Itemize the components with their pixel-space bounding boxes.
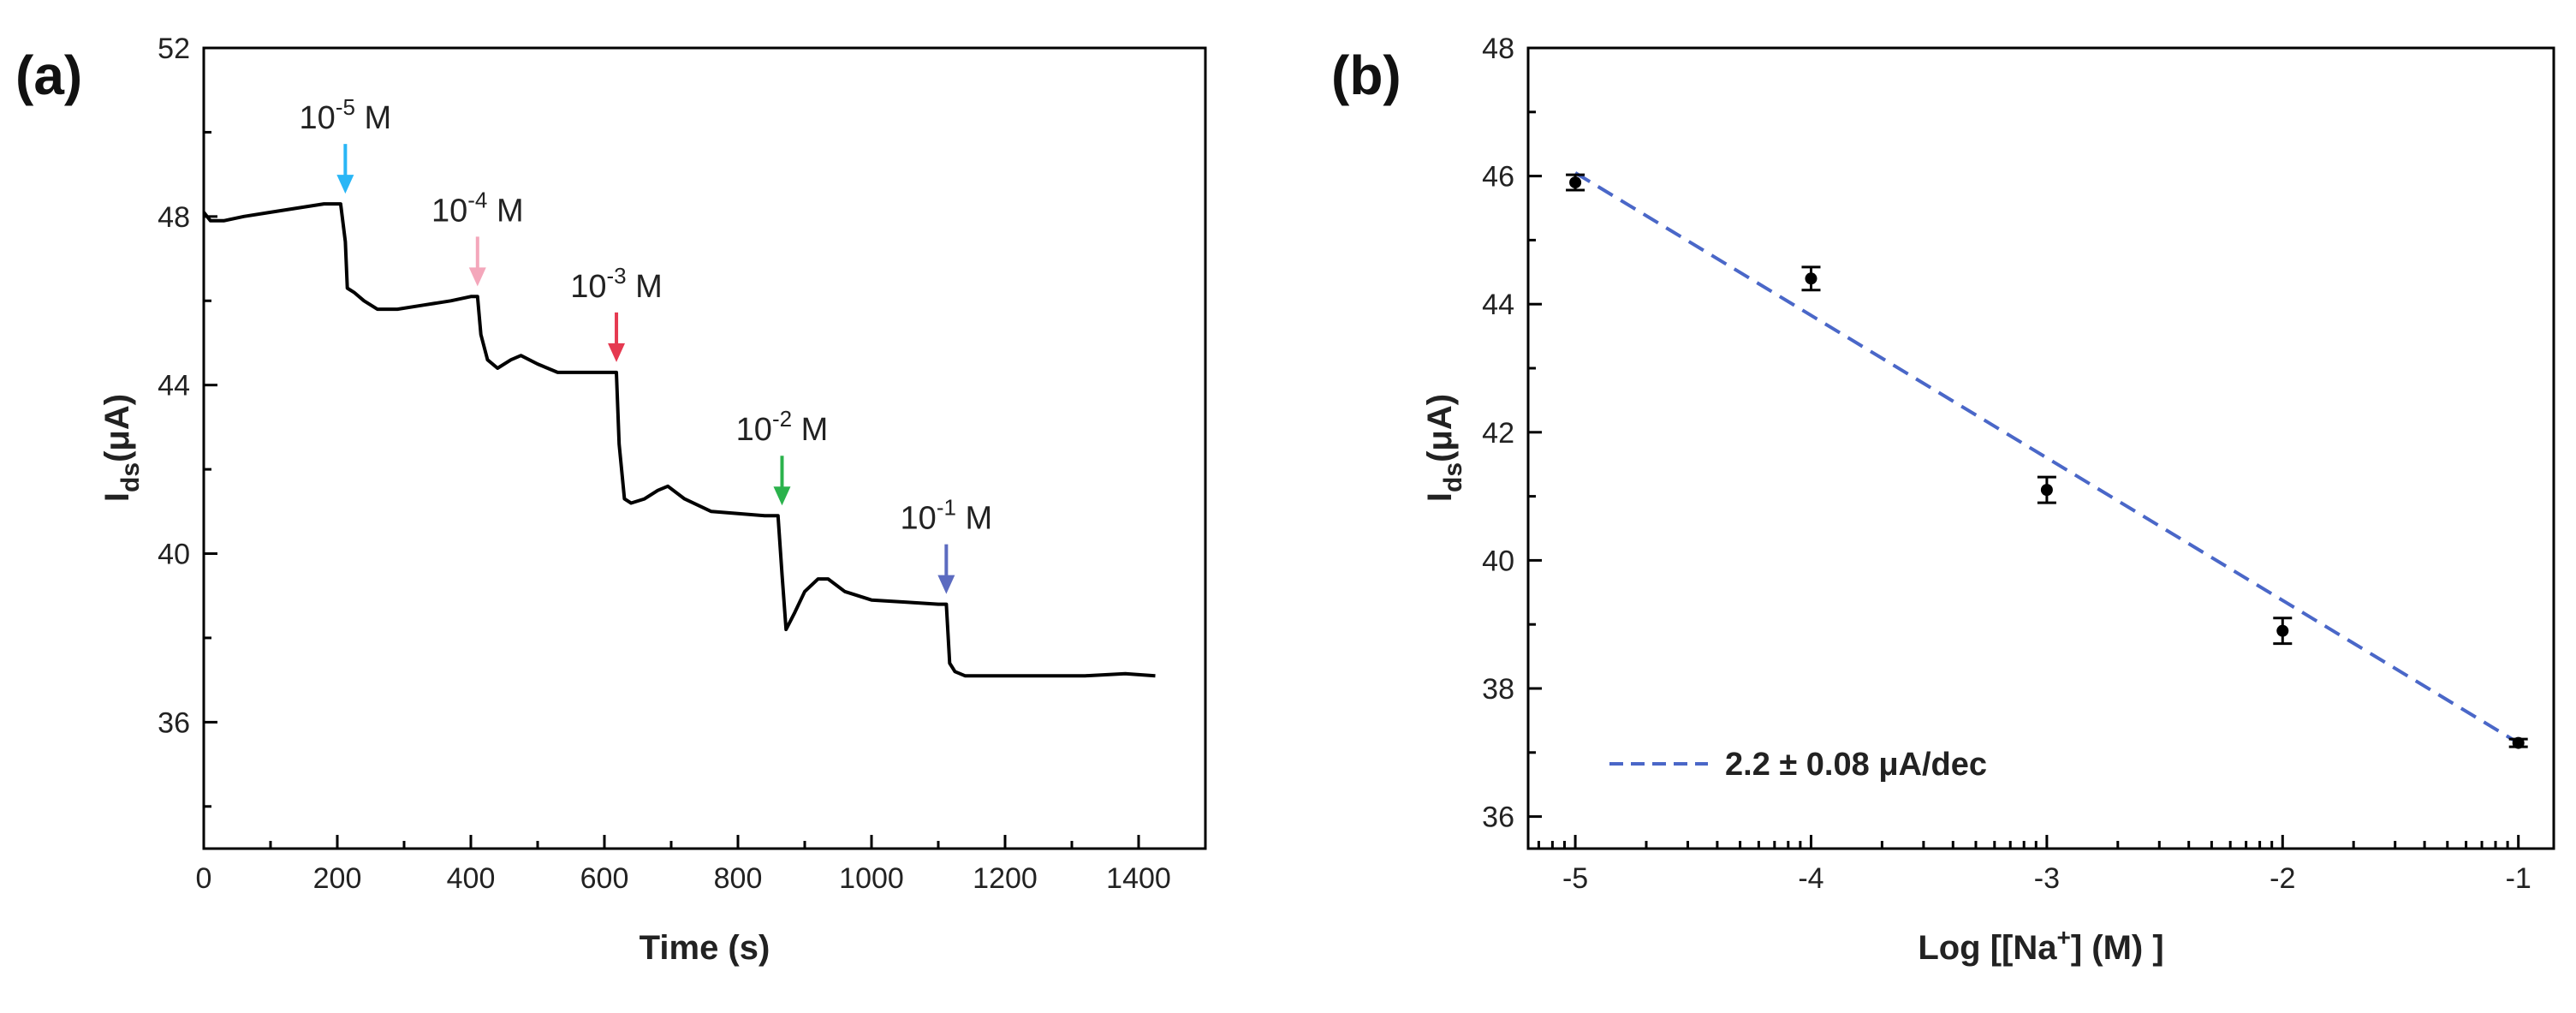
panel-a-y-ticks: 36 40 44 48 52 xyxy=(158,33,217,808)
concentration-base: 10 xyxy=(736,412,772,448)
panel-a-x-ticks: 0 200 400 600 800 1000 1200 1400 xyxy=(196,835,1207,895)
concentration-base: 10 xyxy=(431,193,467,229)
panel-a-concentration-label: 10-2 M xyxy=(736,406,829,448)
panel-b-x-tick-label: -5 xyxy=(1562,862,1588,895)
panel-b-data-point xyxy=(2508,736,2528,749)
concentration-exponent: -5 xyxy=(336,94,355,120)
panel-a-x-tick-label: 400 xyxy=(447,862,496,895)
panel-a-y-tick-label: 40 xyxy=(158,539,190,571)
concentration-base: 10 xyxy=(901,501,937,537)
panel-a-concentration-marker: 10-1 M xyxy=(901,495,993,594)
panel-b-plot-frame xyxy=(1526,46,2555,850)
panel-b-y-tick-label: 42 xyxy=(1482,417,1514,450)
panel-b-data-point xyxy=(2273,617,2293,646)
panel-b-y-tick-label: 48 xyxy=(1482,33,1514,65)
panel-b-x-tick-label: -2 xyxy=(2270,862,2295,895)
panel-b-y-tick-label: 38 xyxy=(1482,673,1514,706)
panel-a-annotations: 10-5 M10-4 M10-3 M10-2 M10-1 M xyxy=(300,94,993,594)
panel-a-ylabel-tail: (μA) xyxy=(98,394,136,462)
panel-a-y-axis-title: Ids(μA) xyxy=(98,394,145,502)
panel-b-y-tick-label: 46 xyxy=(1482,161,1514,194)
panel-b: (b) -5 -4 -3 -2 -1 36 38 40 42 44 46 48 2.2 ± 0.08… xyxy=(1331,33,2555,967)
panel-a-arrow-head xyxy=(773,486,791,506)
panel-a-concentration-marker: 10-5 M xyxy=(300,94,392,194)
panel-b-y-tick-label: 40 xyxy=(1482,545,1514,577)
concentration-exponent: -3 xyxy=(607,263,627,289)
panel-a-y-tick-label: 44 xyxy=(158,370,190,402)
panel-b-y-tick-label: 36 xyxy=(1482,801,1514,834)
panel-a-y-tick-label: 36 xyxy=(158,706,190,739)
panel-b-marker xyxy=(2276,624,2289,637)
concentration-exponent: -4 xyxy=(467,187,487,212)
panel-a-concentration-marker: 10-3 M xyxy=(570,263,663,362)
panel-a-plot-frame xyxy=(202,46,1207,850)
panel-b-y-axis-title: Ids(μA) xyxy=(1421,394,1467,502)
panel-b-fit-line xyxy=(1574,171,2519,745)
concentration-unit: M xyxy=(627,269,663,305)
panel-b-y-ticks: 36 38 40 42 44 46 48 xyxy=(1482,33,1542,834)
panel-b-marker xyxy=(2512,736,2525,749)
concentration-unit: M xyxy=(355,100,391,136)
panel-a-x-tick-label: 800 xyxy=(714,862,763,895)
panel-b-ylabel-main: I xyxy=(1421,492,1459,502)
panel-a-series-line xyxy=(202,202,1156,678)
panel-a-concentration-label: 10-3 M xyxy=(570,263,663,305)
panel-b-ylabel-sub: ds xyxy=(1439,462,1467,492)
panel-a-concentration-label: 10-4 M xyxy=(431,187,524,229)
panel-b-marker xyxy=(1805,272,1817,285)
panel-a-arrow-head xyxy=(336,175,354,194)
panel-b-x-ticks: -5 -4 -3 -2 -1 xyxy=(1537,835,2531,895)
panel-b-marker xyxy=(1569,176,1582,189)
concentration-unit: M xyxy=(487,193,523,229)
panel-a-concentration-marker: 10-4 M xyxy=(431,187,524,287)
panel-a-x-tick-label: 1000 xyxy=(839,862,904,895)
panel-b-x-axis-title: Log [[Na+] (M) ] xyxy=(1918,924,2163,967)
panel-a-arrow-head xyxy=(937,575,955,594)
panel-a-x-tick-label: 600 xyxy=(580,862,629,895)
panel-b-x-tick-label: -4 xyxy=(1798,862,1823,895)
panel-a-y-tick-label: 52 xyxy=(158,33,190,65)
panel-a-x-tick-label: 200 xyxy=(313,862,362,895)
concentration-exponent: -1 xyxy=(937,495,956,521)
panel-a-x-tick-label: 1200 xyxy=(973,862,1038,895)
panel-b-data-points xyxy=(1566,173,2528,749)
panel-a-arrow-head xyxy=(468,267,486,287)
panel-a-arrow-head xyxy=(608,343,626,362)
panel-b-xlabel-sup: + xyxy=(2057,924,2071,950)
panel-a-concentration-marker: 10-2 M xyxy=(736,406,829,506)
concentration-unit: M xyxy=(792,412,828,448)
panel-b-legend: 2.2 ± 0.08 μA/dec xyxy=(1609,747,1987,783)
panel-b-marker xyxy=(2040,484,2053,497)
panel-b-x-tick-label: -1 xyxy=(2506,862,2531,895)
panel-b-label: (b) xyxy=(1331,45,1401,106)
panel-a: (a) 0 200 400 600 800 1000 1200 1400 36 40 44 48 52… xyxy=(15,33,1207,967)
panel-a-x-axis-title: Time (s) xyxy=(640,929,770,967)
panel-b-data-point xyxy=(1566,173,1585,192)
panel-a-ylabel-main: I xyxy=(98,492,136,502)
panel-b-data-point xyxy=(2037,475,2056,504)
panel-a-y-tick-label: 48 xyxy=(158,201,190,234)
panel-b-x-tick-label: -3 xyxy=(2034,862,2060,895)
panel-a-x-tick-label: 0 xyxy=(196,862,212,895)
panel-b-ylabel-tail: (μA) xyxy=(1421,394,1459,462)
panel-b-xlabel-pre: Log [[Na xyxy=(1918,929,2057,967)
panel-b-data-point xyxy=(1801,265,1821,292)
panel-b-y-tick-label: 44 xyxy=(1482,289,1514,321)
concentration-base: 10 xyxy=(570,269,606,305)
panel-a-concentration-label: 10-5 M xyxy=(300,94,392,136)
legend-fit-label: 2.2 ± 0.08 μA/dec xyxy=(1725,747,1987,783)
concentration-exponent: -2 xyxy=(772,406,792,432)
panel-a-x-tick-label: 1400 xyxy=(1106,862,1171,895)
panel-a-concentration-label: 10-1 M xyxy=(901,495,993,537)
panel-a-label: (a) xyxy=(15,45,82,106)
panel-a-ylabel-sub: ds xyxy=(116,462,145,492)
concentration-base: 10 xyxy=(300,100,336,136)
concentration-unit: M xyxy=(956,501,992,537)
panel-b-xlabel-post: ] (M) ] xyxy=(2071,929,2164,967)
